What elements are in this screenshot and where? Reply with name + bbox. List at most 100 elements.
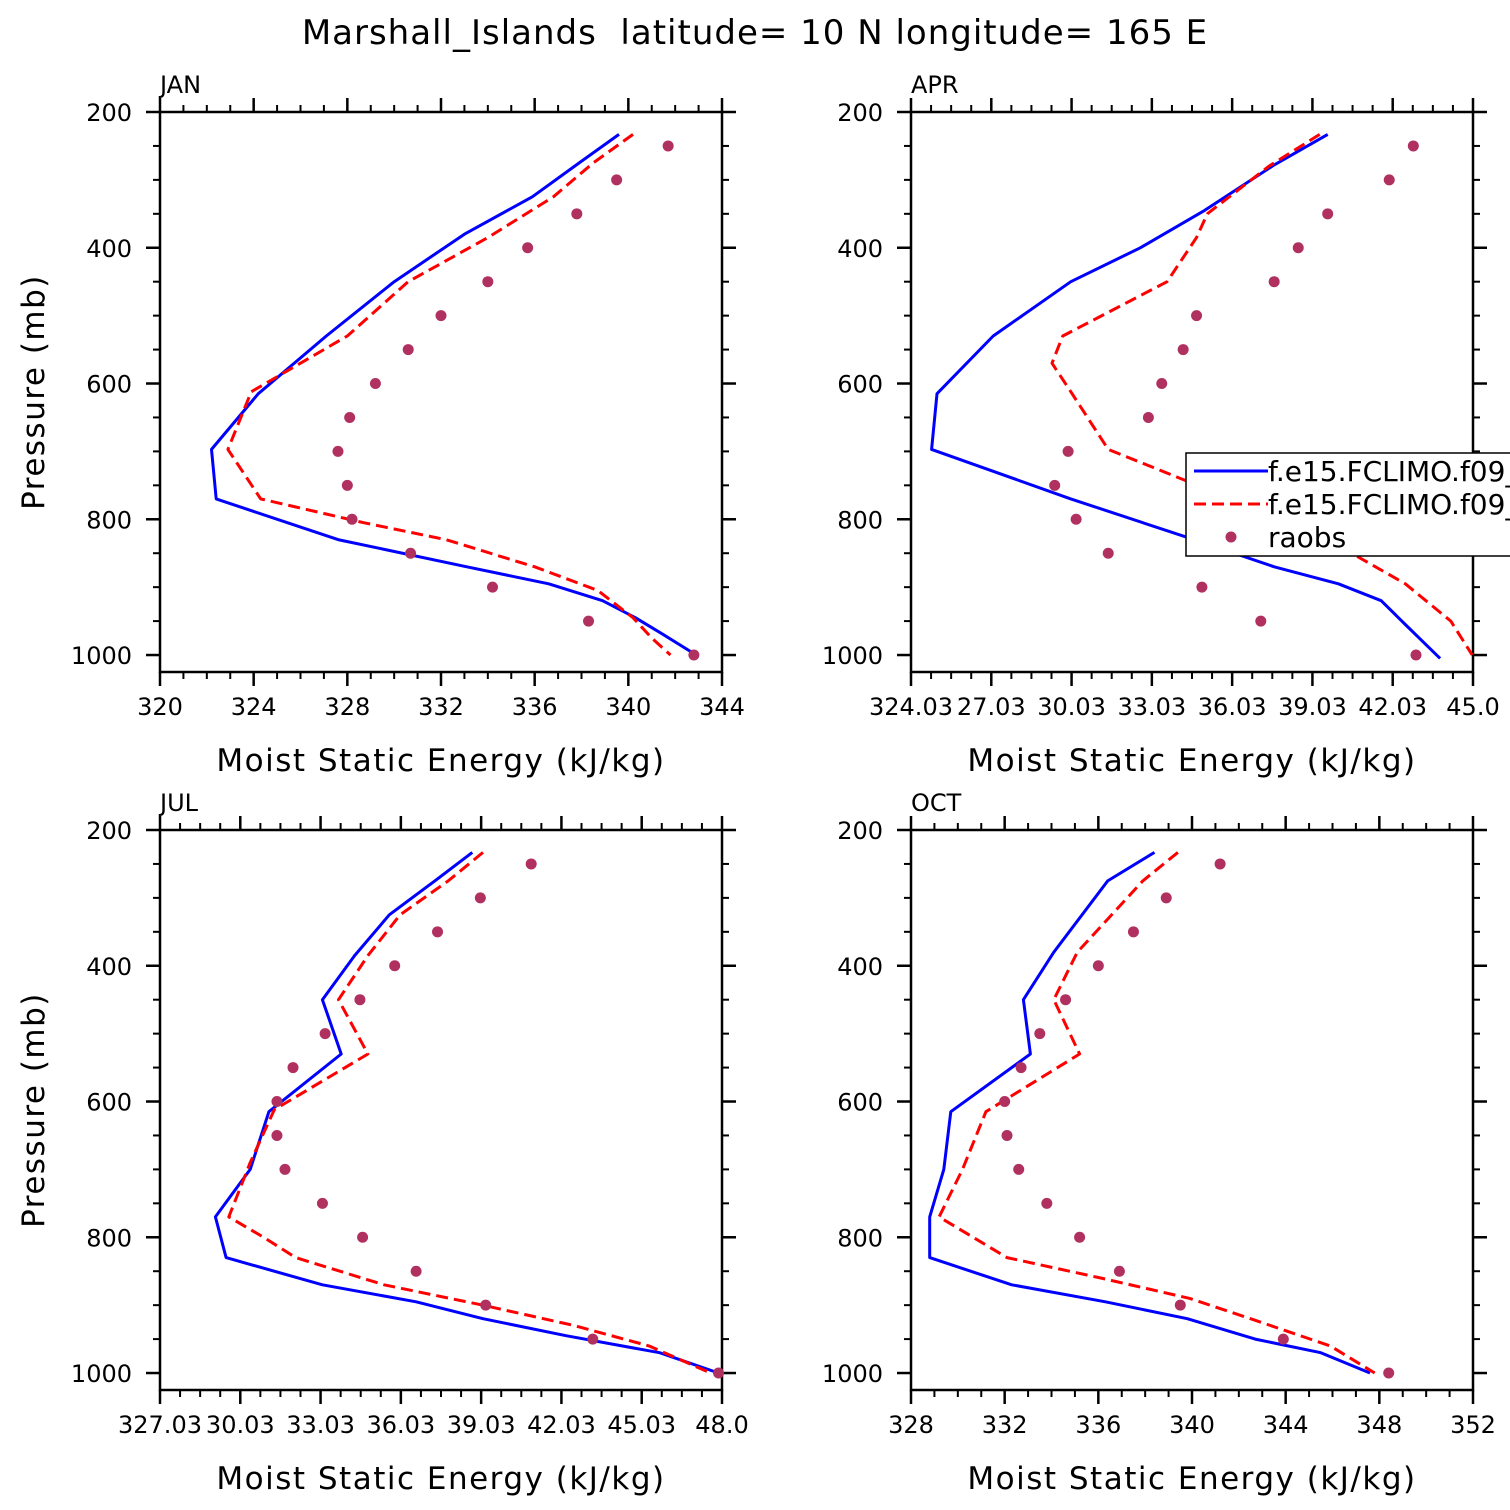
x-tick-label: 332 <box>418 693 464 721</box>
y-tick-label: 200 <box>86 817 132 845</box>
raobs-point <box>1410 649 1422 661</box>
x-tick-label: 36.03 <box>1198 693 1267 721</box>
raobs-point <box>688 649 700 661</box>
raobs-point <box>1177 344 1189 356</box>
raobs-point <box>316 1197 328 1209</box>
x-tick-label: 328 <box>324 693 370 721</box>
raobs-point <box>1142 411 1154 423</box>
raobs-point <box>1196 581 1208 593</box>
x-tick-label: 324 <box>231 693 277 721</box>
x-tick-label: 45.0 <box>1446 693 1499 721</box>
raobs-point <box>402 344 414 356</box>
y-tick-label: 800 <box>837 1224 883 1252</box>
x-tick-label: 39.03 <box>1278 693 1347 721</box>
series-line-f09-1 <box>928 851 1371 1375</box>
raobs-point <box>1383 1367 1395 1379</box>
y-tick-label: 1000 <box>822 642 883 670</box>
raobs-point <box>1255 615 1267 627</box>
raobs-point <box>271 1129 283 1141</box>
x-tick-label: 327.03 <box>118 1411 202 1439</box>
raobs-point <box>271 1096 283 1108</box>
raobs-point <box>1383 174 1395 186</box>
raobs-point <box>354 994 366 1006</box>
y-tick-label: 1000 <box>71 642 132 670</box>
x-tick-label: 340 <box>605 693 651 721</box>
raobs-point <box>1102 547 1114 559</box>
raobs-point <box>1041 1197 1053 1209</box>
raobs-point <box>1127 926 1139 938</box>
raobs-point <box>410 1265 422 1277</box>
raobs-point <box>1015 1062 1027 1074</box>
y-tick-label: 400 <box>837 953 883 981</box>
legend-label-1: f.e15.FCLIMO.f09_f09_1 <box>1268 455 1510 488</box>
x-tick-label: 30.03 <box>1037 693 1106 721</box>
series-line-f09-2 <box>227 851 712 1375</box>
raobs-point <box>1062 445 1074 457</box>
legend-marker-raobs <box>1225 531 1237 543</box>
series-line-f09-1 <box>210 133 697 657</box>
y-tick-label: 600 <box>837 371 883 399</box>
raobs-point <box>611 174 623 186</box>
y-tick-label: 800 <box>837 506 883 534</box>
panel-jul: 327.03 30.03 33.03 36.03 39.03 42.03 45.03 48.0… <box>16 789 749 1497</box>
y-tick-label: 200 <box>837 817 883 845</box>
raobs-point <box>1214 858 1226 870</box>
x-tick-label: 33.03 <box>286 1411 355 1439</box>
x-tick-label: 27.03 <box>957 693 1026 721</box>
x-tick-label: 324.03 <box>869 693 953 721</box>
raobs-point <box>1092 960 1104 972</box>
panel-title: OCT <box>911 789 962 817</box>
raobs-point <box>474 892 486 904</box>
x-tick-label: 33.03 <box>1117 693 1186 721</box>
raobs-point <box>1191 310 1203 322</box>
panel-title: APR <box>911 71 959 99</box>
panel-oct: 328 332 336 340 344 348 352 200 400 600 800 1000 OCT… <box>822 789 1496 1497</box>
raobs-point <box>482 276 494 288</box>
x-tick-label: 30.03 <box>206 1411 275 1439</box>
x-tick-label: 340 <box>1169 1411 1215 1439</box>
raobs-point <box>1268 276 1280 288</box>
raobs-point <box>583 615 595 627</box>
raobs-point <box>1060 994 1072 1006</box>
panel-title: JAN <box>158 71 201 99</box>
x-tick-label: 45.03 <box>607 1411 676 1439</box>
raobs-point <box>1074 1231 1086 1243</box>
raobs-point <box>1113 1265 1125 1277</box>
series-line-f09-2 <box>226 133 672 657</box>
raobs-point <box>1322 208 1334 220</box>
x-tick-label: 328 <box>888 1411 934 1439</box>
y-tick-label: 400 <box>86 235 132 263</box>
plot-frame <box>158 828 724 1392</box>
y-axis-label: Pressure (mb) <box>16 992 52 1228</box>
legend-label-3: raobs <box>1268 521 1346 554</box>
x-tick-label: 344 <box>699 693 745 721</box>
raobs-point <box>319 1028 331 1040</box>
raobs-point <box>571 208 583 220</box>
x-tick-label: 42.03 <box>1358 693 1427 721</box>
raobs-point <box>1160 892 1172 904</box>
y-tick-label: 1000 <box>822 1360 883 1388</box>
y-tick-label: 200 <box>837 99 883 127</box>
x-tick-label: 332 <box>982 1411 1028 1439</box>
raobs-point <box>487 581 499 593</box>
y-tick-label: 600 <box>837 1089 883 1117</box>
raobs-point <box>435 310 447 322</box>
y-tick-label: 200 <box>86 99 132 127</box>
raobs-point <box>405 547 417 559</box>
raobs-point <box>1407 140 1419 152</box>
plot-frame <box>158 110 724 674</box>
raobs-point <box>369 378 381 390</box>
raobs-point <box>287 1062 299 1074</box>
x-tick-label: 352 <box>1450 1411 1496 1439</box>
figure-title: Marshall_Islands latitude= 10 N longitud… <box>302 13 1208 53</box>
raobs-point <box>1156 378 1168 390</box>
raobs-point <box>357 1231 369 1243</box>
x-axis-label: Moist Static Energy (kJ/kg) <box>216 743 665 779</box>
y-axis-label: Pressure (mb) <box>16 274 52 510</box>
raobs-point <box>480 1299 492 1311</box>
raobs-point <box>1174 1299 1186 1311</box>
raobs-point <box>999 1096 1011 1108</box>
x-tick-label: 39.03 <box>447 1411 516 1439</box>
raobs-point <box>1034 1028 1046 1040</box>
